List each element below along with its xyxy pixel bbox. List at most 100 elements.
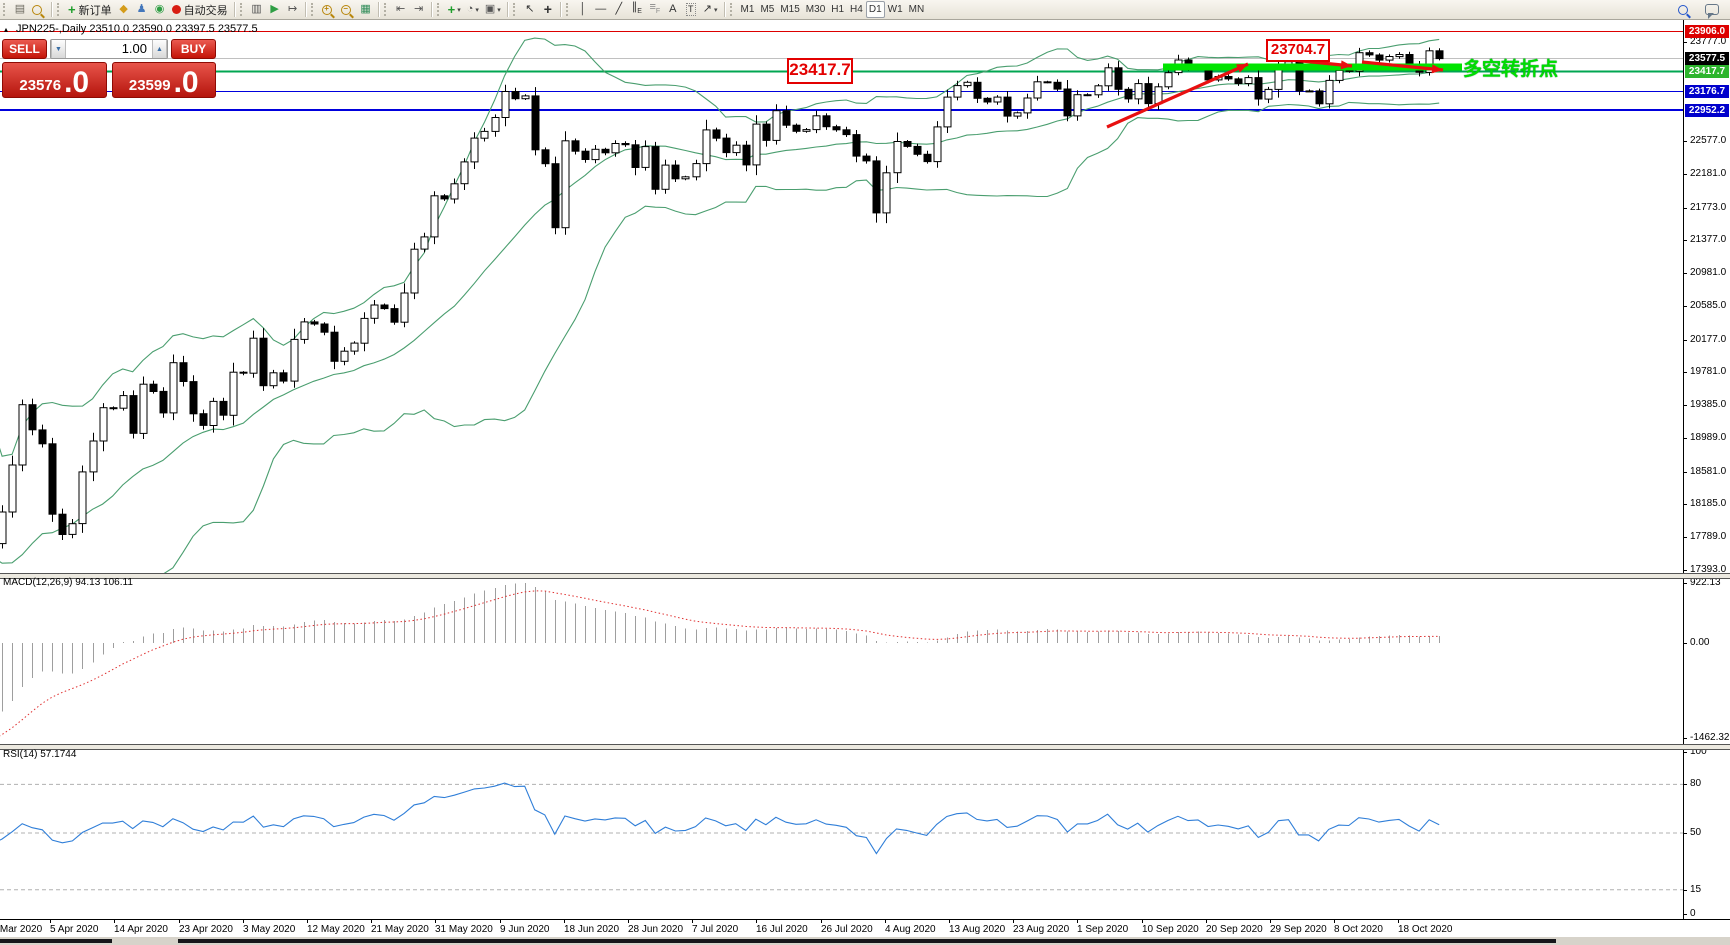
bollinger-lower-band[interactable] [0, 101, 1440, 689]
bull-candle[interactable] [68, 523, 77, 535]
bear-candle[interactable] [762, 123, 771, 141]
auto-scroll-button[interactable]: ▶ [266, 1, 284, 18]
bear-candle[interactable] [631, 144, 640, 169]
bull-candle[interactable] [702, 129, 711, 165]
bull-candle[interactable] [993, 96, 1002, 103]
bull-candle[interactable] [8, 464, 17, 513]
bear-candle[interactable] [852, 134, 861, 157]
bear-candle[interactable] [782, 110, 791, 126]
bollinger-bands[interactable] [0, 37, 1440, 689]
bull-candle[interactable] [752, 123, 761, 166]
bear-candle[interactable] [862, 155, 871, 162]
rsi-pane[interactable] [0, 782, 1683, 891]
cursor-button[interactable]: ↖ [521, 1, 539, 18]
volume-stepper[interactable]: ▼ 1.00 ▲ [50, 39, 168, 59]
sell-button[interactable]: SELL [2, 39, 47, 59]
bull-candle[interactable] [89, 440, 98, 473]
toolbar-group-handle[interactable] [57, 3, 62, 16]
depth-of-market-button[interactable]: ⇥ [410, 1, 428, 18]
bear-candle[interactable] [219, 400, 228, 416]
date-axis[interactable]: 26 Mar 2020 5 Apr 2020 14 Apr 2020 23 Apr 2… [0, 920, 1730, 937]
profiles-button[interactable]: ▤ [11, 1, 29, 18]
bull-candle[interactable] [802, 129, 811, 132]
timeframe-button-m5[interactable]: M5 [757, 1, 777, 18]
bull-candle[interactable] [1164, 72, 1173, 88]
bull-candle[interactable] [1325, 79, 1334, 105]
bear-candle[interactable] [872, 160, 881, 214]
bear-candle[interactable] [390, 308, 399, 323]
buy-button[interactable]: BUY [171, 39, 216, 59]
volume-increase-button[interactable]: ▲ [152, 40, 167, 58]
bull-candle[interactable] [300, 321, 309, 340]
bear-candle[interactable] [380, 304, 389, 310]
bear-candle[interactable] [712, 129, 721, 139]
bear-candle[interactable] [259, 337, 268, 387]
zoom-in-button[interactable]: + [319, 1, 338, 18]
bear-candle[interactable] [722, 137, 731, 154]
one-click-panel-toggle-icon[interactable]: ▴ [4, 25, 9, 34]
timeframe-button-h1[interactable]: H1 [828, 1, 847, 18]
volume-value[interactable]: 1.00 [121, 41, 147, 56]
bear-candle[interactable] [621, 143, 630, 146]
bear-candle[interactable] [28, 404, 37, 431]
strategy-tester-button[interactable]: ⇤ [392, 1, 410, 18]
red-arrow-line[interactable] [1361, 60, 1444, 72]
bull-candle[interactable] [229, 371, 238, 416]
bull-candle[interactable] [561, 140, 570, 229]
toolbar-group-handle[interactable] [729, 3, 735, 16]
expert-advisor-button[interactable]: ♟ [133, 1, 151, 18]
bear-candle[interactable] [310, 321, 319, 325]
bear-candle[interactable] [330, 331, 339, 362]
tile-windows-button[interactable]: ▦ [357, 1, 375, 18]
bear-candle[interactable] [38, 429, 47, 445]
bear-candle[interactable] [832, 126, 841, 131]
bear-candle[interactable] [279, 372, 288, 382]
bull-candle[interactable] [661, 164, 670, 190]
bull-candle[interactable] [360, 317, 369, 344]
bull-candle[interactable] [119, 395, 128, 409]
indicators-button[interactable]: + ▾ [445, 1, 464, 18]
bear-candle[interactable] [1043, 81, 1052, 84]
bull-candle[interactable] [882, 172, 891, 214]
bear-candle[interactable] [48, 443, 57, 515]
bull-candle[interactable] [692, 163, 701, 178]
bear-candle[interactable] [541, 149, 550, 165]
bear-candle[interactable] [189, 381, 198, 415]
toolbar-group-handle[interactable] [3, 3, 8, 16]
bear-candle[interactable] [973, 81, 982, 99]
macd-pane[interactable] [0, 583, 1441, 740]
bear-candle[interactable] [1345, 69, 1354, 72]
bull-candle[interactable] [681, 176, 690, 180]
bull-candle[interactable] [1154, 86, 1163, 105]
bollinger-middle-band[interactable] [0, 70, 1440, 564]
timeframe-button-mn[interactable]: MN [906, 1, 928, 18]
text-button[interactable]: A [664, 1, 682, 18]
bull-candle[interactable] [400, 292, 409, 323]
red-arrow-line[interactable] [1106, 62, 1249, 129]
bull-candle[interactable] [1134, 83, 1143, 100]
bear-candle[interactable] [651, 146, 660, 190]
bear-candle[interactable] [1375, 54, 1384, 61]
bear-candle[interactable] [1234, 78, 1243, 85]
bear-candle[interactable] [320, 323, 329, 333]
bear-candle[interactable] [601, 148, 610, 154]
charts-bar-button[interactable]: ▥ [248, 1, 266, 18]
bear-candle[interactable] [1114, 67, 1123, 90]
timeframe-button-m15[interactable]: M15 [777, 1, 802, 18]
bear-candle[interactable] [531, 95, 540, 151]
bull-candle[interactable] [350, 342, 359, 352]
bull-candle[interactable] [521, 95, 530, 100]
bull-candle[interactable] [269, 372, 278, 387]
bull-candle[interactable] [1305, 90, 1314, 93]
crosshair-button[interactable]: + [539, 1, 557, 18]
data-window-button[interactable] [29, 1, 48, 18]
bull-candle[interactable] [169, 362, 178, 414]
bear-candle[interactable] [903, 141, 912, 147]
bull-candle[interactable] [430, 195, 439, 238]
bull-candle[interactable] [641, 146, 650, 168]
periods-button[interactable]: ◔ ▾ [464, 1, 482, 18]
vertical-line-button[interactable]: │ [574, 1, 592, 18]
buy-price-display[interactable]: 23599 .0 [111, 62, 216, 98]
candlesticks[interactable] [0, 47, 1444, 559]
